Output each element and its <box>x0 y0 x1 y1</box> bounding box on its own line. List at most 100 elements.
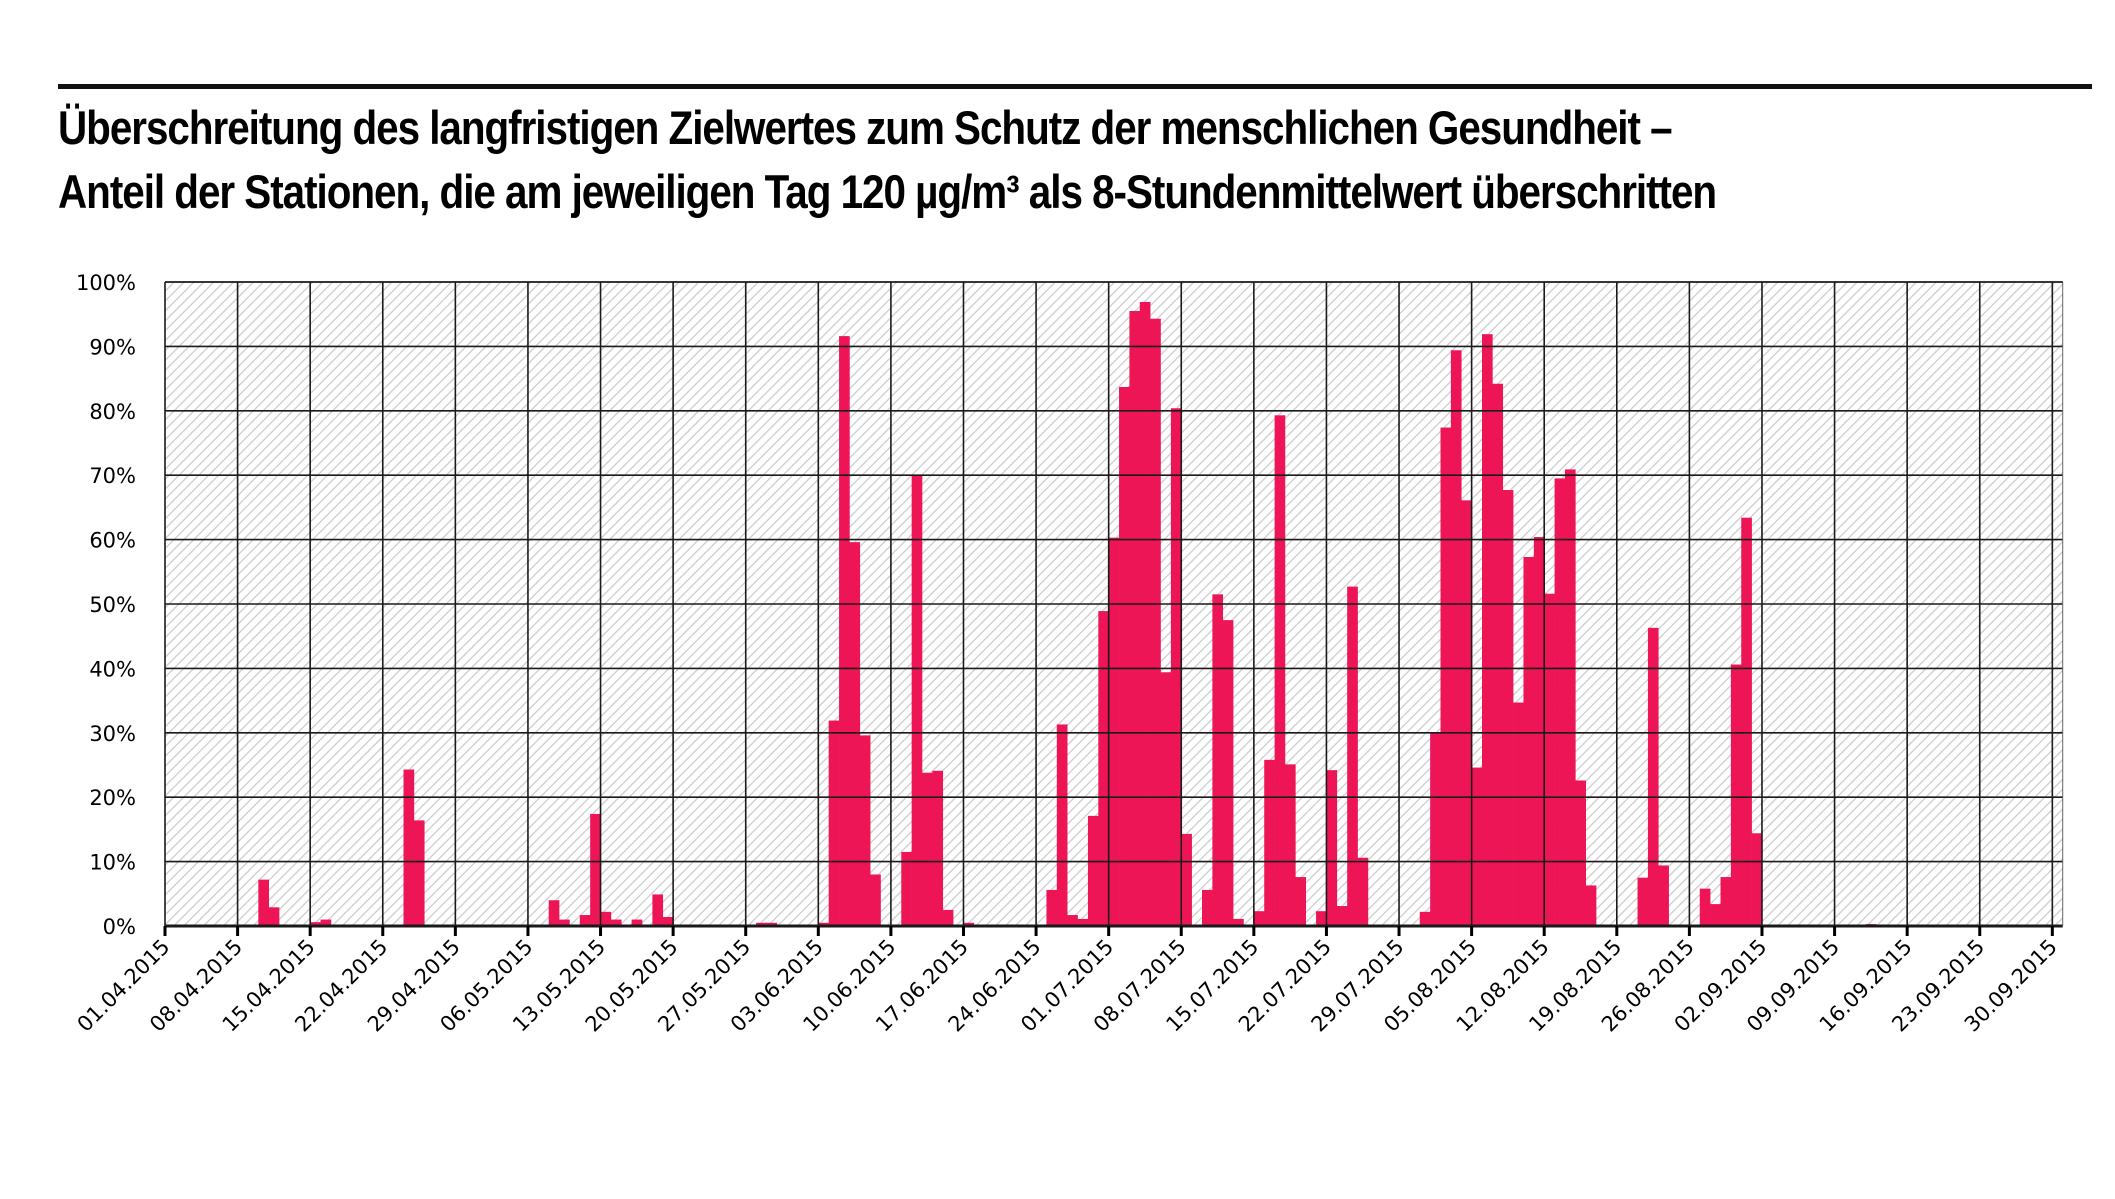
bar <box>1160 672 1172 926</box>
bar <box>932 770 944 926</box>
bar <box>1056 724 1068 926</box>
bar <box>1119 386 1130 927</box>
bar <box>1544 593 1555 926</box>
bar <box>1699 888 1711 926</box>
bar <box>1658 865 1669 926</box>
y-tick-label: 50% <box>89 593 136 617</box>
bar <box>1067 915 1078 926</box>
bar <box>662 916 674 926</box>
bar <box>403 769 415 926</box>
y-tick-label: 20% <box>89 786 136 810</box>
bar <box>1502 490 1514 926</box>
bar <box>1253 911 1265 926</box>
bar <box>590 813 601 926</box>
bar <box>849 542 861 926</box>
bar <box>1170 408 1182 927</box>
bar <box>320 919 332 926</box>
bar <box>631 919 643 926</box>
bar <box>1741 517 1752 926</box>
bar <box>1357 857 1369 926</box>
bar <box>1461 500 1472 926</box>
bar <box>1181 833 1192 926</box>
y-tick-label: 10% <box>89 851 136 875</box>
y-tick-label: 0% <box>103 915 136 939</box>
bar <box>1585 885 1597 926</box>
bar <box>1202 889 1213 926</box>
bar <box>1264 759 1275 926</box>
x-axis-tick-labels: 01.04.201508.04.201515.04.201522.04.2015… <box>73 935 2062 1037</box>
bar <box>818 922 829 926</box>
bar <box>922 772 933 926</box>
bar <box>911 475 923 926</box>
bar <box>1316 911 1327 926</box>
bar <box>1108 537 1120 926</box>
bar <box>1492 383 1504 926</box>
bar <box>756 922 767 926</box>
bar <box>1554 478 1566 926</box>
bar <box>1077 918 1089 926</box>
bar <box>258 879 269 926</box>
bars-group <box>247 301 1877 927</box>
bar <box>1533 537 1545 926</box>
y-tick-label: 30% <box>89 722 136 746</box>
bar <box>839 336 850 927</box>
bar <box>1150 318 1161 927</box>
bar <box>1637 877 1649 926</box>
bar <box>548 900 560 926</box>
bar <box>1430 732 1441 926</box>
bar <box>1222 620 1234 926</box>
bar <box>766 922 778 926</box>
y-axis-tick-labels: 0% 10% 20% 30% 40% 50% 60% 70% 80% 90% 100% <box>76 271 136 939</box>
bar <box>610 919 622 926</box>
chart-title: Überschreitung des langfristigen Zielwer… <box>58 96 1821 224</box>
bar <box>901 851 912 926</box>
bar <box>870 874 881 926</box>
bar <box>1046 889 1058 926</box>
bar <box>1450 350 1462 926</box>
bar <box>310 922 321 926</box>
horizontal-gridlines <box>165 281 2063 928</box>
bar <box>579 915 591 926</box>
bar <box>1233 918 1244 926</box>
bar <box>1471 767 1483 926</box>
bar <box>1139 301 1151 927</box>
bar <box>1647 627 1659 926</box>
y-tick-label: 90% <box>89 335 136 359</box>
bar <box>859 735 871 926</box>
bar <box>1720 877 1732 926</box>
chart-title-line-2: Anteil der Stationen, die am jeweiligen … <box>58 165 1717 218</box>
chart-title-line-1: Überschreitung des langfristigen Zielwer… <box>58 101 1673 154</box>
bar <box>963 922 975 926</box>
bar <box>1098 611 1109 926</box>
bar <box>1751 833 1763 926</box>
bar <box>1087 815 1099 926</box>
bar <box>1212 594 1224 926</box>
bar <box>1710 904 1721 926</box>
bar <box>1440 427 1452 926</box>
bar <box>1730 664 1742 926</box>
bar <box>600 911 612 926</box>
bar <box>559 919 570 926</box>
bar <box>268 907 280 926</box>
bar <box>1564 469 1576 926</box>
bar <box>1575 780 1586 926</box>
bar <box>1336 906 1348 926</box>
bar <box>413 820 425 926</box>
bar <box>1347 586 1358 926</box>
bar <box>1129 310 1141 927</box>
bar <box>1274 415 1286 926</box>
y-tick-label: 60% <box>89 529 136 553</box>
bar <box>652 894 664 926</box>
bar <box>1481 334 1493 926</box>
y-tick-label: 100% <box>76 271 136 295</box>
y-tick-label: 70% <box>89 464 136 488</box>
bar <box>1523 556 1535 926</box>
bar <box>828 720 840 926</box>
y-tick-label: 80% <box>89 400 136 424</box>
bar <box>1419 911 1431 926</box>
vertical-gridlines <box>163 281 2064 936</box>
y-tick-label: 40% <box>89 657 136 681</box>
bar <box>1513 702 1524 926</box>
bar <box>942 909 954 926</box>
